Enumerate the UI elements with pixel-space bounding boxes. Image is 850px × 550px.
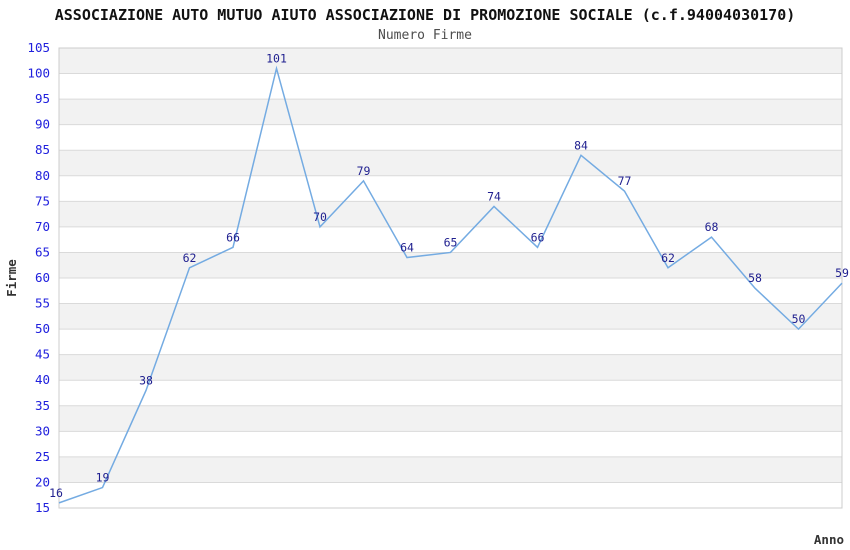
data-point-label: 65 (444, 235, 458, 249)
data-point-label: 16 (49, 486, 63, 500)
y-tick-label: 100 (27, 66, 50, 81)
y-tick-label: 85 (35, 142, 50, 157)
data-point-label: 84 (574, 138, 588, 152)
y-tick-label: 75 (35, 193, 50, 208)
data-point-label: 70 (313, 210, 327, 224)
y-axis-tick-labels: 15 20 25 30 35 40 45 50 55 60 65 70 75 80 85 90 95 100 105 (27, 40, 50, 515)
plot-band (59, 354, 842, 381)
data-series-line (58, 65, 843, 504)
y-axis-label: Firme (4, 259, 19, 297)
plot-band (59, 456, 842, 483)
plot-band (59, 73, 842, 100)
y-tick-label: 60 (35, 270, 50, 285)
data-point-label: 77 (618, 174, 632, 188)
plot-band (59, 482, 842, 508)
plot-band (59, 99, 842, 125)
plot-band (59, 48, 842, 74)
data-point-label: 66 (226, 230, 240, 244)
plot-band (59, 303, 842, 330)
y-tick-label: 15 (35, 500, 50, 515)
y-tick-label: 50 (35, 321, 50, 336)
plot-band (59, 252, 842, 278)
data-point-label: 50 (792, 312, 806, 326)
plot-band (59, 175, 842, 202)
chart-subtitle: Numero Firme (378, 28, 472, 43)
data-point-label: 66 (531, 230, 545, 244)
data-point-label: 68 (705, 220, 719, 234)
y-tick-label: 30 (35, 423, 50, 438)
data-point-label: 62 (183, 251, 197, 265)
y-tick-label: 80 (35, 168, 50, 183)
plot-band (59, 150, 842, 176)
y-tick-label: 95 (35, 91, 50, 106)
plot-bands (59, 48, 842, 508)
y-tick-label: 25 (35, 449, 50, 464)
y-tick-label: 90 (35, 117, 50, 132)
data-point-labels: 16 19 38 62 66 101 70 79 64 65 74 66 84 77 62 68 58 50 59 (49, 51, 849, 499)
plot-band (59, 124, 842, 151)
plot-band (59, 329, 842, 355)
plot-band (59, 431, 842, 457)
y-tick-label: 70 (35, 219, 50, 234)
y-tick-label: 65 (35, 244, 50, 259)
data-point-label: 62 (661, 251, 675, 265)
data-point-label: 19 (96, 471, 110, 485)
plot-border (58, 47, 843, 509)
plot-band (59, 380, 842, 406)
plot-band (59, 278, 842, 304)
y-tick-label: 55 (35, 296, 50, 311)
y-tick-label: 20 (35, 474, 50, 489)
y-tick-label: 105 (27, 40, 50, 55)
plot-band (59, 201, 842, 227)
plot-gridlines (59, 73, 842, 483)
plot-band (59, 405, 842, 432)
chart-title: ASSOCIAZIONE AUTO MUTUO AIUTO ASSOCIAZIO… (54, 6, 796, 24)
y-tick-label: 35 (35, 398, 50, 413)
data-point-label: 79 (357, 164, 371, 178)
data-point-label: 64 (400, 241, 414, 255)
data-point-label: 74 (487, 189, 501, 203)
data-point-label: 101 (266, 51, 287, 65)
y-tick-label: 40 (35, 372, 50, 387)
x-axis-label: Anno (814, 532, 844, 547)
plot-band (59, 226, 842, 253)
data-point-label: 58 (748, 271, 762, 285)
y-tick-label: 45 (35, 347, 50, 362)
data-point-label: 59 (835, 266, 849, 280)
data-point-label: 38 (139, 373, 153, 387)
